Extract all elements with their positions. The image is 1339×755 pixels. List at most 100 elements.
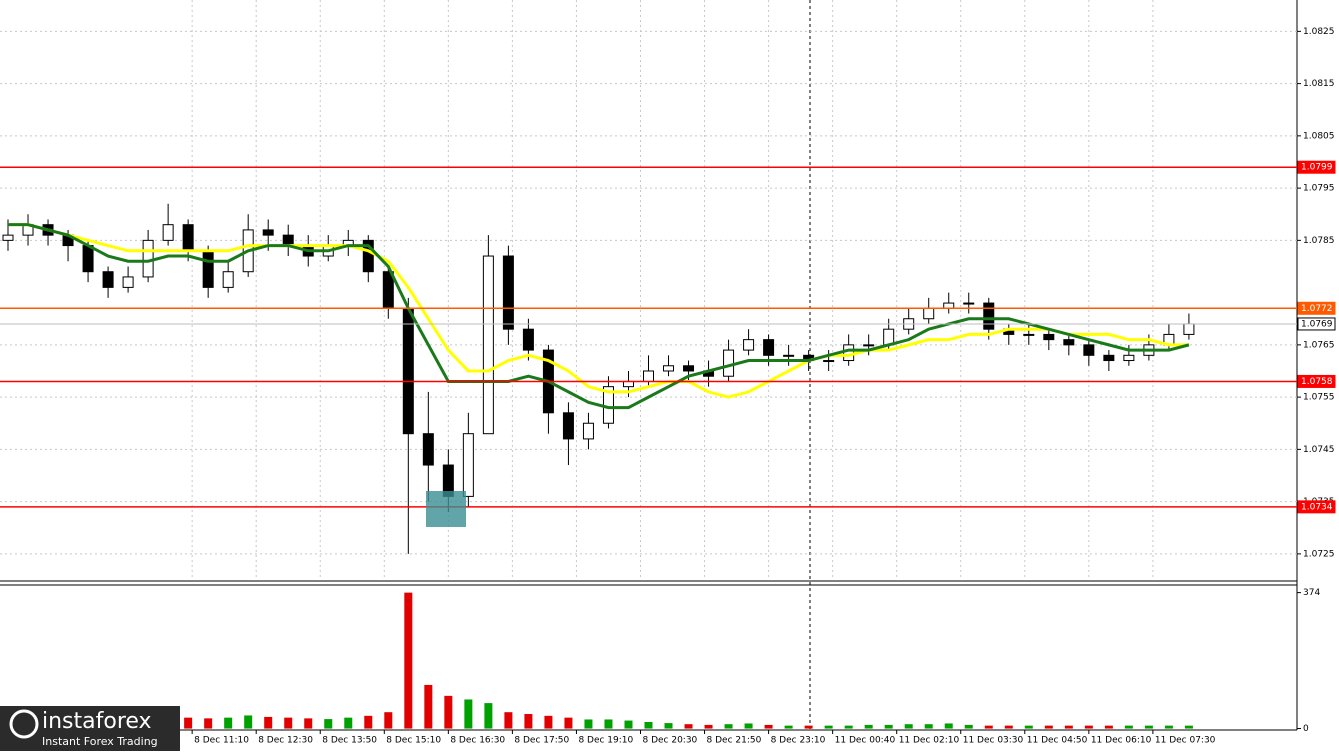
volume-bar (844, 725, 853, 729)
x-tick-label: 8 Dec 17:50 (514, 736, 569, 746)
volume-bar (304, 718, 313, 729)
candle-body (763, 339, 775, 356)
volume-bar (384, 712, 393, 729)
moving-average (8, 223, 1190, 410)
volume-bar (204, 718, 213, 729)
candle-body (983, 302, 995, 330)
volume-bar (464, 699, 473, 729)
volume-bar (1044, 725, 1053, 729)
candle-body (663, 365, 675, 372)
volume-bar (184, 717, 193, 729)
x-tick-label: 8 Dec 16:30 (450, 736, 505, 746)
price-level-label: 1.0799 (1301, 163, 1333, 173)
price-level-tag (1297, 374, 1336, 388)
volume-bar (1084, 725, 1093, 729)
candle-body (823, 360, 835, 363)
candle-body (562, 412, 574, 440)
x-tick-label: 11 Dec 06:10 (1091, 736, 1152, 746)
logo-icon (9, 709, 39, 739)
candle-body (422, 433, 434, 466)
logo-name: instaforex (42, 709, 152, 734)
x-tick-label: 8 Dec 21:50 (707, 736, 762, 746)
candle-body (1023, 333, 1035, 336)
price-level-tag (1297, 500, 1336, 514)
volume-bar (244, 715, 253, 729)
x-tick-label: 11 Dec 00:40 (835, 736, 896, 746)
volume-bar (264, 716, 273, 729)
candle-body (282, 234, 294, 247)
x-tick-label: 8 Dec 11:10 (194, 736, 249, 746)
volume-bar (1144, 725, 1153, 729)
volume-bar (784, 725, 793, 729)
volume-bar (684, 724, 693, 729)
volume-bar (624, 720, 633, 729)
candle-body (1043, 333, 1055, 341)
candle-body (122, 276, 134, 288)
candle-body (723, 349, 735, 377)
price-level-tag (1297, 160, 1336, 174)
candle-body (863, 344, 875, 347)
volume-bar (964, 724, 973, 729)
candle-body (1183, 323, 1195, 335)
price-level-label: 1.0769 (1301, 319, 1333, 329)
x-tick-label: 8 Dec 19:10 (578, 736, 633, 746)
candle-body (522, 328, 534, 351)
volume-bar (324, 719, 333, 729)
y-tick-label: 1.0725 (1303, 549, 1335, 559)
volume-bar (1004, 725, 1013, 729)
candle-body (362, 239, 374, 273)
candle-body (1083, 344, 1095, 356)
volume-bar (604, 719, 613, 729)
volume-bar (1164, 725, 1173, 729)
candle-body (783, 354, 795, 357)
volume-bar (344, 717, 353, 729)
candle-body (1103, 354, 1115, 362)
volume-bar (764, 724, 773, 729)
volume-bar (544, 715, 553, 729)
x-tick-label: 11 Dec 07:30 (1155, 736, 1216, 746)
volume-bar (924, 724, 933, 729)
price-level-label: 1.0772 (1301, 304, 1333, 314)
volume-tick-label: 374 (1303, 588, 1320, 598)
candle-body (202, 250, 214, 288)
volume-bar (724, 724, 733, 729)
volume-bar (1184, 725, 1193, 729)
x-tick-label: 8 Dec 23:10 (771, 736, 826, 746)
volume-bar (364, 715, 373, 729)
candle-body (2, 234, 14, 241)
y-tick-label: 1.0815 (1303, 79, 1335, 89)
volume-bar (1124, 725, 1133, 729)
volume-bar (944, 723, 953, 729)
price-level-label: 1.0758 (1301, 377, 1333, 387)
y-tick-label: 1.0755 (1303, 393, 1335, 403)
volume-bar (484, 703, 493, 729)
volume-bar (644, 722, 653, 729)
candle-body (162, 224, 174, 241)
candle-body (82, 245, 94, 273)
y-tick-label: 1.0745 (1303, 445, 1335, 455)
candle-body (683, 365, 695, 372)
x-tick-label: 8 Dec 13:50 (322, 736, 377, 746)
volume-bar (664, 723, 673, 729)
y-tick-label: 1.0785 (1303, 236, 1335, 246)
volume-bar (424, 684, 433, 729)
volume-bar (704, 724, 713, 729)
volume-bar (1064, 725, 1073, 729)
volume-bar (904, 724, 913, 729)
candle-body (482, 255, 494, 435)
x-tick-label: 8 Dec 20:30 (642, 736, 697, 746)
volume-tick-label: 0 (1303, 724, 1309, 734)
y-tick-label: 1.0765 (1303, 340, 1335, 350)
candle-body (643, 370, 654, 382)
volume-bar (1104, 725, 1113, 729)
y-tick-label: 1.0795 (1303, 184, 1335, 194)
x-tick-label: 11 Dec 03:30 (963, 736, 1024, 746)
volume-bar (404, 592, 413, 729)
candle-body (843, 344, 855, 362)
volume-bar (984, 725, 993, 729)
volume-bar (864, 724, 873, 729)
candle-body (222, 271, 234, 288)
